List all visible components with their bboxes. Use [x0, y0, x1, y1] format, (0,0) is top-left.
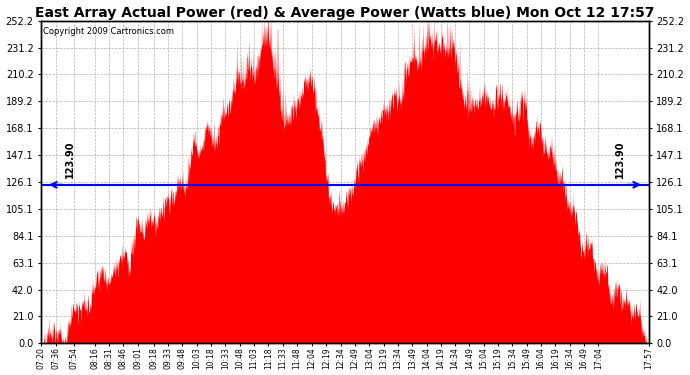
- Text: Copyright 2009 Cartronics.com: Copyright 2009 Cartronics.com: [43, 27, 174, 36]
- Text: 123.90: 123.90: [65, 141, 75, 178]
- Title: East Array Actual Power (red) & Average Power (Watts blue) Mon Oct 12 17:57: East Array Actual Power (red) & Average …: [35, 6, 655, 20]
- Text: 123.90: 123.90: [615, 141, 625, 178]
